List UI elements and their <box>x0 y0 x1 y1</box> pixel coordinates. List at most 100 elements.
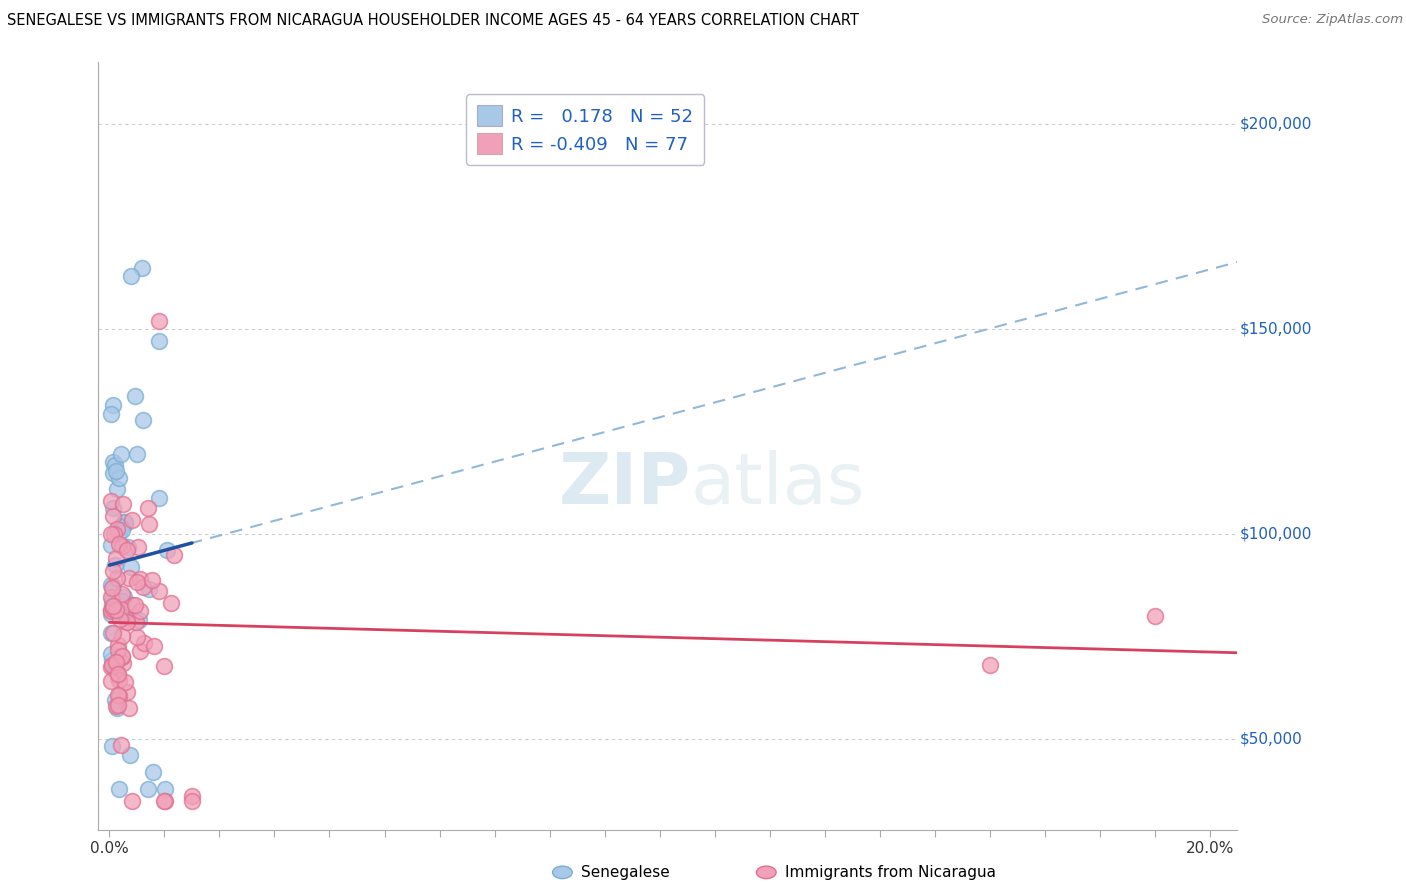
Point <box>101 602 124 616</box>
Point <box>104 458 127 472</box>
Point <box>107 667 129 681</box>
Point <box>101 653 124 667</box>
Point <box>142 765 165 780</box>
Point <box>128 614 150 628</box>
Point <box>153 794 176 808</box>
Point <box>111 657 134 671</box>
Point <box>105 699 128 714</box>
Text: Senegalese: Senegalese <box>581 865 669 880</box>
Point <box>100 626 122 640</box>
Point <box>100 578 122 592</box>
Text: SENEGALESE VS IMMIGRANTS FROM NICARAGUA HOUSEHOLDER INCOME AGES 45 - 64 YEARS CO: SENEGALESE VS IMMIGRANTS FROM NICARAGUA … <box>7 13 859 29</box>
Point <box>100 407 122 421</box>
Point <box>114 590 136 604</box>
Point <box>111 497 134 511</box>
Point <box>101 739 124 753</box>
Point <box>105 701 128 715</box>
Point <box>117 608 139 623</box>
Point <box>100 603 122 617</box>
Point <box>111 594 134 608</box>
Point <box>101 466 124 480</box>
Point <box>136 500 159 515</box>
Point <box>103 526 125 541</box>
Text: $50,000: $50,000 <box>1240 731 1302 747</box>
Point <box>136 781 159 796</box>
Point <box>131 260 153 275</box>
Point <box>101 658 124 673</box>
Point <box>110 447 132 461</box>
Point <box>108 537 131 551</box>
Point <box>141 574 163 588</box>
Point <box>111 650 134 665</box>
Point <box>156 543 179 558</box>
Point <box>100 493 122 508</box>
Point <box>108 673 131 687</box>
Point <box>111 649 134 664</box>
Point <box>110 520 132 534</box>
Text: ZIP: ZIP <box>558 450 690 519</box>
Point <box>101 455 124 469</box>
Point <box>117 541 139 555</box>
Point <box>101 509 124 524</box>
Point <box>105 522 128 536</box>
Point <box>115 542 138 557</box>
Point <box>114 515 136 529</box>
Point <box>101 579 124 593</box>
Point <box>148 314 170 328</box>
Text: $200,000: $200,000 <box>1240 117 1312 131</box>
Point <box>132 580 155 594</box>
Point <box>118 701 141 715</box>
Point <box>125 447 148 461</box>
Point <box>118 748 141 763</box>
Point <box>118 571 141 585</box>
Text: $100,000: $100,000 <box>1240 526 1312 541</box>
Point <box>107 669 129 683</box>
Point <box>110 523 132 537</box>
Text: Immigrants from Nicaragua: Immigrants from Nicaragua <box>785 865 995 880</box>
Point <box>120 268 142 283</box>
Text: $150,000: $150,000 <box>1240 322 1312 336</box>
Point <box>115 615 138 630</box>
Point <box>104 558 127 572</box>
Point <box>105 550 128 565</box>
Point <box>138 582 160 597</box>
Point <box>114 674 136 689</box>
Point <box>124 599 146 613</box>
Text: Source: ZipAtlas.com: Source: ZipAtlas.com <box>1263 13 1403 27</box>
Point <box>104 657 127 672</box>
Point <box>148 334 170 349</box>
Point <box>101 599 124 613</box>
Point <box>103 660 125 674</box>
Point <box>107 698 129 712</box>
Point <box>114 516 136 531</box>
Point <box>125 630 148 644</box>
Point <box>160 596 183 610</box>
Point <box>115 615 138 629</box>
Point <box>107 688 129 702</box>
Point <box>104 663 127 677</box>
Point <box>153 659 176 673</box>
Point <box>100 603 122 617</box>
Point <box>111 629 134 643</box>
Point <box>108 611 131 625</box>
Point <box>121 598 143 612</box>
Point <box>115 685 138 699</box>
Legend: R =   0.178   N = 52, R = -0.409   N = 77: R = 0.178 N = 52, R = -0.409 N = 77 <box>467 95 704 165</box>
Point <box>104 655 127 669</box>
Point <box>112 516 135 530</box>
Point <box>127 540 149 554</box>
Point <box>181 789 204 803</box>
Point <box>108 470 131 484</box>
Point <box>101 398 124 412</box>
Point <box>100 598 122 612</box>
Point <box>129 643 152 657</box>
Point <box>979 658 1001 673</box>
Point <box>110 539 132 553</box>
Text: atlas: atlas <box>690 450 865 519</box>
Point <box>110 738 132 752</box>
Point <box>100 607 122 622</box>
Point <box>138 516 160 531</box>
Point <box>108 690 131 704</box>
Point <box>132 636 155 650</box>
Point <box>131 412 153 426</box>
